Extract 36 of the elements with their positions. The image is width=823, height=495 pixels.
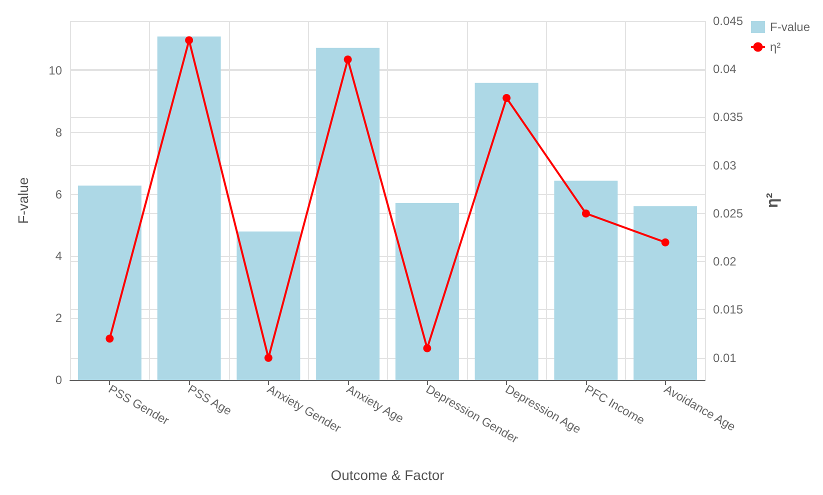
x-tick-label: PSS Age	[186, 382, 234, 418]
bar	[634, 206, 698, 380]
bar	[554, 180, 618, 380]
bar	[474, 82, 538, 380]
y2-tick-label: 0.045	[713, 14, 744, 28]
bar	[395, 202, 459, 380]
point	[264, 354, 272, 362]
y2-tick-label: 0.015	[713, 302, 744, 317]
y2-axis-title: η²	[764, 192, 782, 208]
y2-tick-label: 0.035	[713, 110, 744, 124]
point	[661, 238, 670, 246]
y2-tick-label: 0.025	[713, 206, 744, 220]
y-tick-label: 8	[55, 125, 62, 140]
y-tick-label: 4	[55, 249, 62, 264]
y2-tick-label: 0.04	[713, 62, 737, 76]
y-tick-label: 10	[48, 64, 62, 78]
y-tick-label: 0	[55, 373, 62, 387]
y-tick-label: 2	[55, 311, 62, 326]
x-axis-title: Outcome & Factor	[330, 467, 445, 483]
bar	[236, 231, 300, 380]
bar	[78, 186, 142, 380]
y2-tick-label: 0.01	[713, 350, 737, 365]
bar	[316, 48, 380, 380]
point	[185, 36, 194, 44]
point	[423, 344, 432, 352]
point	[344, 56, 352, 64]
legend-label: η²	[770, 40, 781, 54]
y-tick-label: 6	[55, 187, 62, 202]
legend-label: F-value	[770, 20, 810, 34]
point	[582, 209, 590, 218]
y2-tick-label: 0.03	[713, 158, 737, 172]
y2-tick-label: 0.02	[713, 254, 737, 269]
bar	[157, 36, 221, 380]
y-axis-title: F-value	[15, 176, 31, 224]
point	[502, 94, 511, 102]
point	[106, 334, 114, 343]
